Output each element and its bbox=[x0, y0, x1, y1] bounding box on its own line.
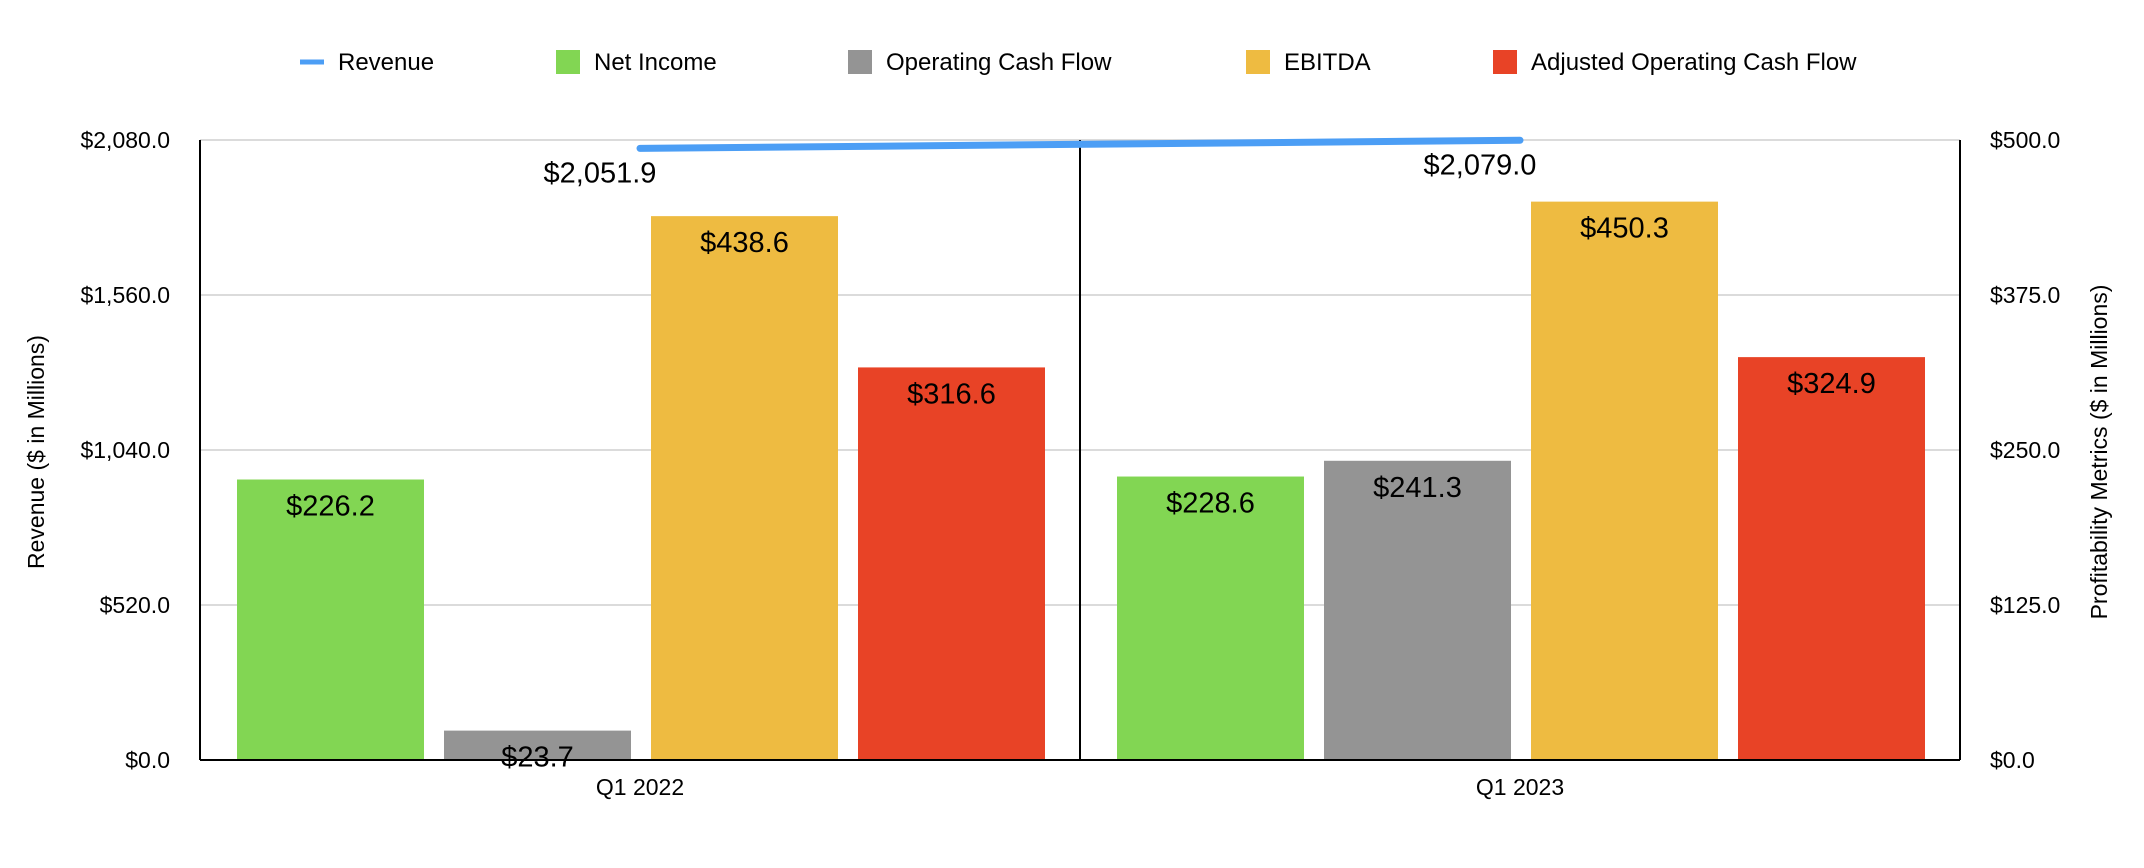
y-tick-label: $1,040.0 bbox=[80, 437, 170, 463]
y2-tick-label: $125.0 bbox=[1990, 592, 2060, 618]
legend: Revenue Net Income Operating Cash Flow EBIT… bbox=[300, 49, 1857, 76]
legend-label: EBITDA bbox=[1284, 49, 1371, 76]
bar-net-income bbox=[1117, 476, 1304, 760]
y-tick-label: $0.0 bbox=[125, 747, 170, 773]
y2-tick-label: $500.0 bbox=[1990, 127, 2060, 153]
y2-tick-label: $0.0 bbox=[1990, 747, 2035, 773]
bars bbox=[237, 201, 1925, 761]
bar-value-label: $226.2 bbox=[286, 491, 375, 523]
data-labels: $226.2 $23.7 $438.6 $316.6 $228.6 $241.3 $450.… bbox=[286, 149, 1876, 773]
x-tick-label: Q1 2023 bbox=[1476, 774, 1564, 800]
bar-net-income bbox=[237, 479, 424, 760]
revenue-line-layer bbox=[636, 136, 1524, 152]
y-tick-label: $2,080.0 bbox=[80, 127, 170, 153]
bar-value-label: $438.6 bbox=[700, 227, 789, 259]
bar-adjusted-operating-cash-flow bbox=[1738, 357, 1925, 760]
x-tick-label: Q1 2022 bbox=[596, 774, 684, 800]
revenue-value-label: $2,079.0 bbox=[1424, 149, 1537, 181]
revenue-line bbox=[636, 136, 1524, 152]
bar-value-label: $228.6 bbox=[1166, 488, 1255, 520]
legend-swatch bbox=[1246, 50, 1270, 74]
axes bbox=[199, 140, 1961, 761]
y-tick-label: $1,560.0 bbox=[80, 282, 170, 308]
bar-ebitda bbox=[1531, 201, 1718, 761]
bar-operating-cash-flow bbox=[444, 730, 631, 760]
legend-label: Adjusted Operating Cash Flow bbox=[1531, 49, 1857, 76]
bar-value-label: $324.9 bbox=[1787, 368, 1876, 400]
legend-label: Operating Cash Flow bbox=[886, 49, 1112, 76]
revenue-value-label: $2,051.9 bbox=[544, 157, 657, 189]
bar-value-label: $241.3 bbox=[1373, 472, 1462, 504]
tick-labels: $0.0 $520.0 $1,040.0 $1,560.0 $2,080.0 $0.0 $1… bbox=[80, 127, 2060, 800]
legend-swatch bbox=[1493, 50, 1517, 74]
y-axis-title: Revenue ($ in Millions) bbox=[23, 335, 49, 569]
bar-adjusted-operating-cash-flow bbox=[858, 367, 1045, 760]
legend-label: Revenue bbox=[338, 49, 434, 76]
y2-axis-title: Profitability Metrics ($ in Millions) bbox=[2086, 285, 2112, 620]
bar-value-label: $450.3 bbox=[1580, 213, 1669, 245]
bar-value-label: $316.6 bbox=[907, 378, 996, 410]
y2-tick-label: $250.0 bbox=[1990, 437, 2060, 463]
bar-operating-cash-flow bbox=[1324, 460, 1511, 760]
bar-ebitda bbox=[651, 216, 838, 761]
legend-label: Net Income bbox=[594, 49, 717, 76]
y2-tick-label: $375.0 bbox=[1990, 282, 2060, 308]
legend-swatch bbox=[848, 50, 872, 74]
y-tick-label: $520.0 bbox=[100, 592, 170, 618]
bar-value-label: $23.7 bbox=[501, 742, 574, 774]
legend-swatch bbox=[556, 50, 580, 74]
